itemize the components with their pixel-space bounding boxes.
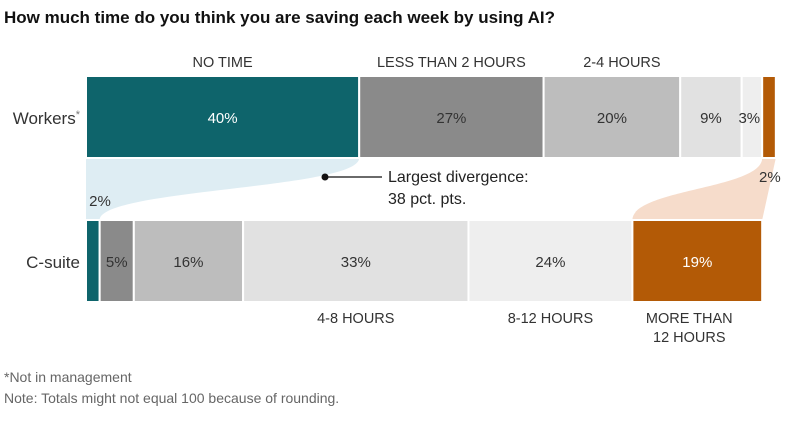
category-label-no-time: NO TIME (193, 55, 253, 71)
bar-c-suite-4-8-hours (242, 219, 470, 303)
value-label-c-suite-more-than-12-hours: 19% (682, 254, 712, 271)
bar-c-suite-less-than-2-hours (98, 219, 135, 303)
value-label-workers-2-4-hours: 20% (597, 110, 627, 127)
row-label-c-suite: C-suite (26, 253, 80, 272)
labels: 40% 27% 20% 9% 3% 2% Workers* 2% 5% 16% 33% 24% 19% C… (13, 55, 781, 346)
value-label-c-suite-2-4-hours: 16% (173, 254, 203, 271)
divergence-band-no-time (86, 158, 360, 220)
divergence-band-more-than-12 (632, 158, 776, 220)
bar-workers-more-than-12-hours (761, 75, 777, 159)
bar-c-suite-more-than-12-hours (631, 219, 764, 303)
footnote-rounding: Note: Totals might not equal 100 because… (4, 390, 340, 406)
divergence-bands (86, 158, 776, 220)
value-label-c-suite-8-12-hours: 24% (535, 254, 565, 271)
chart-title: How much time do you think you are savin… (4, 8, 556, 27)
bar-c-suite-2-4-hours (132, 219, 245, 303)
value-label-workers-less-than-2-hours: 27% (436, 110, 466, 127)
value-label-workers-4-8-hours: 9% (700, 110, 722, 127)
category-label-8-12-hours: 8-12 HOURS (508, 311, 593, 327)
value-label-workers-no-time: 40% (208, 110, 238, 127)
footnote-not-in-management: *Not in management (4, 369, 132, 385)
value-label-workers-8-12-hours: 3% (738, 110, 760, 127)
category-label-2-4-hours: 2-4 HOURS (583, 55, 660, 71)
bars (85, 75, 777, 303)
bar-workers-less-than-2-hours (358, 75, 545, 159)
category-label-less-than-2-hours: LESS THAN 2 HOURS (377, 55, 526, 71)
annotation-largest-divergence: Largest divergence: 38 pct. pts. (388, 169, 529, 208)
value-label-c-suite-no-time: 2% (89, 193, 111, 210)
bar-c-suite-no-time (85, 219, 101, 303)
value-label-workers-more-than-12-hours: 2% (759, 169, 781, 186)
row-label-workers: Workers* (13, 109, 81, 128)
category-label-more-than-12-hours: MORE THAN 12 HOURS (646, 311, 733, 346)
bar-c-suite-8-12-hours (467, 219, 634, 303)
category-label-4-8-hours: 4-8 HOURS (317, 311, 394, 327)
value-label-c-suite-less-than-2-hours: 5% (106, 254, 128, 271)
value-label-c-suite-4-8-hours: 33% (341, 254, 371, 271)
